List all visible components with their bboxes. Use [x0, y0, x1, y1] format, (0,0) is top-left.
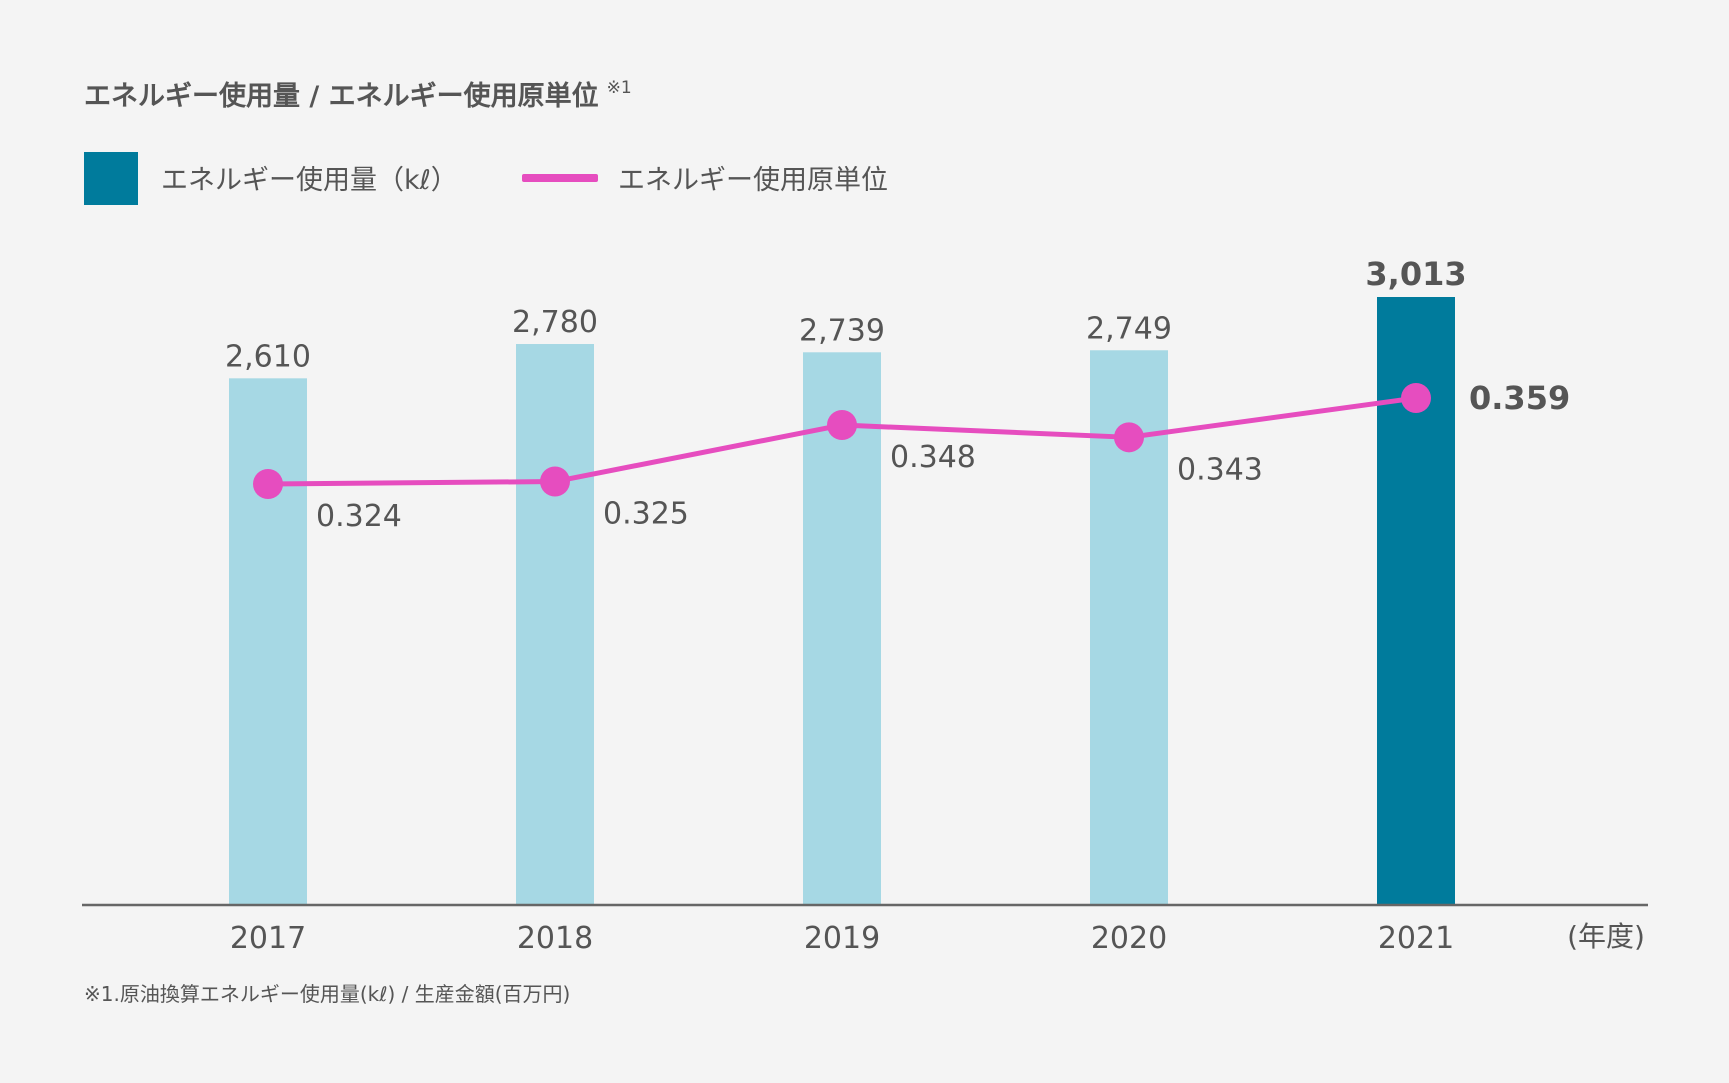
- chart-title: エネルギー使用量 / エネルギー使用原単位 ※1: [84, 74, 632, 113]
- line-point-2020: [1114, 422, 1144, 453]
- line-value-label-2019: 0.348: [890, 440, 976, 475]
- x-tick-label-2019: 2019: [804, 921, 880, 956]
- line-value-label-2018: 0.325: [603, 497, 689, 532]
- x-tick-label-2020: 2020: [1091, 921, 1167, 956]
- line-point-2021: [1401, 383, 1431, 413]
- legend-line-swatch: [522, 174, 598, 182]
- line-point-2018: [540, 466, 570, 497]
- x-axis-unit-label: (年度): [1567, 920, 1645, 953]
- chart-title-note-mark: ※1: [606, 78, 632, 98]
- legend-bar-swatch: [84, 152, 138, 205]
- bar-value-label-2018: 2,780: [512, 305, 598, 340]
- bar-value-label-2021: 3,013: [1365, 255, 1466, 293]
- bar-value-label-2017: 2,610: [225, 339, 311, 374]
- line-value-label-2021: 0.359: [1469, 379, 1570, 417]
- x-tick-label-2021: 2021: [1378, 921, 1454, 956]
- line-value-label-2017: 0.324: [316, 499, 402, 534]
- x-tick-label-2018: 2018: [517, 921, 593, 956]
- line-point-2017: [253, 469, 283, 499]
- bar-value-label-2019: 2,739: [799, 313, 885, 348]
- footnote: ※1.原油換算エネルギー使用量(kℓ) / 生産金額(百万円): [84, 982, 571, 1006]
- line-value-label-2020: 0.343: [1177, 452, 1263, 487]
- chart-title-text: エネルギー使用量 / エネルギー使用原単位: [84, 81, 599, 112]
- bar-value-label-2020: 2,749: [1086, 311, 1172, 346]
- bar-2019: [803, 352, 881, 905]
- bar-2018: [516, 344, 594, 905]
- bar-2017: [229, 378, 307, 905]
- line-point-2019: [827, 410, 857, 441]
- x-tick-label-2017: 2017: [230, 921, 306, 956]
- legend-line-label: エネルギー使用原単位: [618, 165, 888, 196]
- legend-bar-label: エネルギー使用量（kℓ）: [161, 165, 458, 196]
